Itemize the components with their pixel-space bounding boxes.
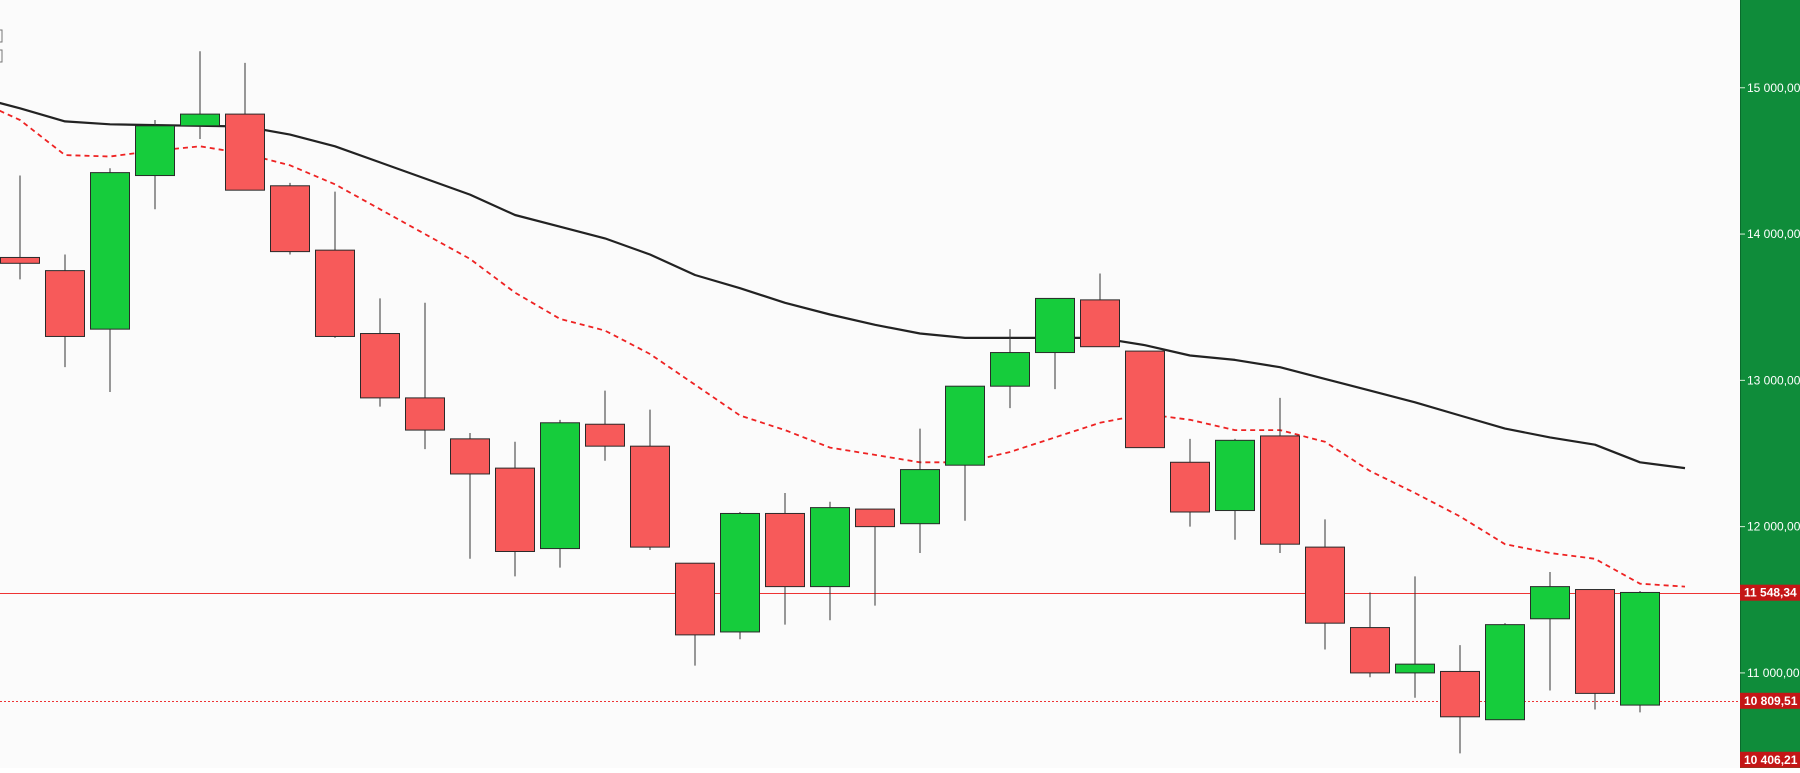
tick-label-0: 15 000,00 [1747, 81, 1800, 95]
candle-body [0, 256, 40, 264]
candle-21[interactable] [900, 428, 940, 553]
candle-body [1485, 624, 1525, 721]
candle-24[interactable] [1035, 297, 1075, 390]
candle-body [1440, 670, 1480, 718]
candle-35[interactable] [1530, 571, 1570, 691]
candle-17[interactable] [720, 512, 760, 640]
candle-body [1305, 546, 1345, 624]
price-axis-ticks: 15 000,00 14 000,00 13 000,00 12 000,00 11 0… [1740, 81, 1800, 680]
toolbar-handle-top[interactable] [0, 29, 3, 43]
candle-26[interactable] [1125, 350, 1165, 449]
candle-18[interactable] [765, 492, 805, 625]
candle-19[interactable] [810, 501, 850, 621]
candle-8[interactable] [315, 191, 355, 338]
price-badges: 11 548,34 10 809,51 10 406,21 [1740, 584, 1800, 768]
candle-body [495, 467, 535, 552]
candle-25[interactable] [1080, 273, 1120, 348]
candle-29[interactable] [1260, 397, 1300, 553]
candle-13[interactable] [540, 419, 580, 568]
candle-7[interactable] [270, 182, 310, 255]
candle-body [1035, 297, 1075, 354]
candle-11[interactable] [450, 433, 490, 559]
tick-label-1: 14 000,00 [1747, 227, 1800, 241]
candle-body [540, 422, 580, 550]
candle-body [990, 352, 1030, 387]
series-line-1 [0, 109, 1686, 588]
candle-37[interactable] [1620, 590, 1660, 713]
candle-body [1350, 627, 1390, 674]
candle-body [225, 113, 265, 191]
candle-body [675, 562, 715, 636]
tick-label-3: 12 000,00 [1747, 520, 1800, 534]
candle-33[interactable] [1440, 645, 1480, 754]
plot-background [0, 0, 1740, 768]
candle-body [1215, 439, 1255, 512]
candle-10[interactable] [405, 302, 445, 450]
candle-16[interactable] [675, 562, 715, 666]
candle-body [765, 512, 805, 588]
candle-5[interactable] [180, 51, 220, 139]
candle-body [810, 507, 850, 588]
candle-23[interactable] [990, 329, 1030, 409]
candle-body [360, 333, 400, 399]
candle-body [1260, 435, 1300, 545]
candle-14[interactable] [585, 390, 625, 461]
candle-body [270, 185, 310, 253]
candle-body [180, 113, 220, 127]
candle-27[interactable] [1170, 438, 1210, 527]
candle-body [855, 508, 895, 528]
candle-body [1125, 350, 1165, 449]
candle-body [1530, 586, 1570, 620]
candle-body [315, 249, 355, 337]
candle-30[interactable] [1305, 519, 1345, 650]
candle-28[interactable] [1215, 438, 1255, 540]
candle-body [45, 270, 85, 337]
price-badge-1 [1740, 692, 1800, 709]
candle-6[interactable] [225, 62, 265, 191]
price-badge-0 [1740, 584, 1800, 601]
candle-body [1395, 663, 1435, 674]
candle-1[interactable] [0, 175, 40, 280]
candle-body [90, 172, 130, 330]
candle-body [1170, 461, 1210, 513]
candle-body [585, 423, 625, 447]
candle-31[interactable] [1350, 592, 1390, 678]
candle-15[interactable] [630, 409, 670, 551]
candle-body [405, 397, 445, 431]
candle-body [450, 438, 490, 475]
candle-body [135, 125, 175, 177]
toolbar-handle-bottom[interactable] [0, 49, 3, 63]
candle-9[interactable] [360, 298, 400, 407]
candle-12[interactable] [495, 441, 535, 577]
price-badge-2 [1740, 751, 1800, 768]
price-badge-label-0: 11 548,34 [1744, 586, 1797, 600]
candle-36[interactable] [1575, 589, 1615, 710]
candle-4[interactable] [135, 119, 175, 210]
candle-body [1620, 591, 1660, 706]
candle-22[interactable] [945, 385, 985, 521]
tick-label-2: 13 000,00 [1747, 373, 1800, 387]
price-badge-label-2: 10 406,21 [1744, 753, 1798, 767]
candle-body [900, 469, 940, 525]
tick-label-4: 11 000,00 [1747, 666, 1800, 680]
candle-body [1575, 589, 1615, 694]
candle-body [720, 512, 760, 633]
candle-34[interactable] [1485, 623, 1525, 721]
candle-2[interactable] [45, 254, 85, 368]
candle-20[interactable] [855, 508, 895, 606]
candle-body [630, 445, 670, 548]
price-badge-label-1: 10 809,51 [1744, 694, 1798, 708]
candle-body [945, 385, 985, 466]
candle-32[interactable] [1395, 576, 1435, 698]
candle-3[interactable] [90, 168, 130, 393]
candles [0, 51, 1660, 754]
candle-body [1080, 299, 1120, 348]
price-axis[interactable] [1740, 0, 1800, 768]
